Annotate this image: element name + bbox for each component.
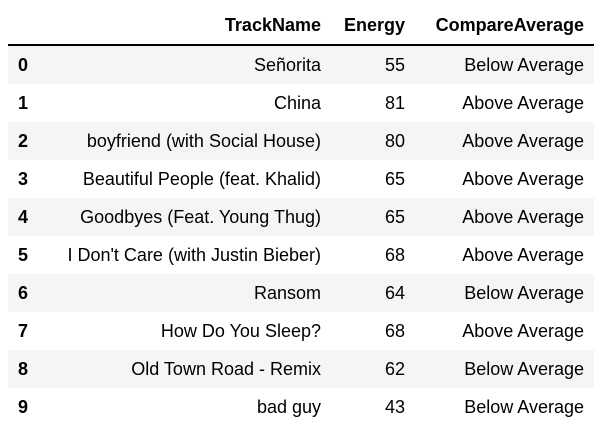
row-index: 7 (18, 320, 29, 341)
cell-trackname: Old Town Road - Remix (131, 358, 321, 379)
header-row: TrackName Energy CompareAverage (8, 6, 594, 46)
cell-compareaverage: Below Average (464, 54, 584, 75)
table-row: 9 bad guy 43 Below Average (8, 388, 594, 426)
cell-compareaverage: Above Average (462, 130, 584, 151)
column-header-trackname: TrackName (48, 6, 331, 46)
table-row: 2 boyfriend (with Social House) 80 Above Av… (8, 122, 594, 160)
cell-energy: 68 (384, 320, 405, 341)
cell-compareaverage: Above Average (462, 320, 584, 341)
cell-trackname: I Don't Care (with Justin Bieber) (67, 244, 321, 265)
cell-trackname: bad guy (256, 396, 321, 417)
row-index: 6 (18, 282, 29, 303)
cell-energy: 55 (384, 54, 405, 75)
table-row: 6 Ransom 64 Below Average (8, 274, 594, 312)
table-row: 0 Señorita 55 Below Average (8, 45, 594, 84)
column-header-compareaverage: CompareAverage (415, 6, 594, 46)
column-header-energy: Energy (331, 6, 415, 46)
table-row: 3 Beautiful People (feat. Khalid) 65 Above … (8, 160, 594, 198)
cell-energy: 62 (384, 358, 405, 379)
cell-trackname: How Do You Sleep? (160, 320, 321, 341)
cell-trackname: Beautiful People (feat. Khalid) (82, 168, 321, 189)
cell-energy: 64 (384, 282, 405, 303)
cell-energy: 65 (384, 168, 405, 189)
table-row: 5 I Don't Care (with Justin Bieber) 68 Abov… (8, 236, 594, 274)
table-row: 8 Old Town Road - Remix 62 Below Average (8, 350, 594, 388)
cell-energy: 68 (384, 244, 405, 265)
cell-trackname: Ransom (253, 282, 321, 303)
cell-trackname: Goodbyes (Feat. Young Thug) (80, 206, 321, 227)
row-index: 1 (18, 92, 29, 113)
cell-compareaverage: Above Average (462, 244, 584, 265)
row-index: 5 (18, 244, 29, 265)
cell-compareaverage: Above Average (462, 206, 584, 227)
row-index: 3 (18, 168, 29, 189)
cell-trackname: China (273, 92, 321, 113)
cell-compareaverage: Below Average (464, 358, 584, 379)
row-index: 4 (18, 206, 29, 227)
cell-energy: 65 (384, 206, 405, 227)
cell-compareaverage: Below Average (464, 396, 584, 417)
table-row: 7 How Do You Sleep? 68 Above Average (8, 312, 594, 350)
table-row: 1 China 81 Above Average (8, 84, 594, 122)
cell-energy: 43 (384, 396, 405, 417)
row-index: 9 (18, 396, 29, 417)
row-index: 8 (18, 358, 29, 379)
cell-compareaverage: Above Average (462, 168, 584, 189)
dataframe-output: TrackName Energy CompareAverage 0 Señorit… (8, 6, 594, 426)
cell-trackname: Señorita (253, 54, 321, 75)
cell-energy: 80 (384, 130, 405, 151)
table-row: 4 Goodbyes (Feat. Young Thug) 65 Above Aver… (8, 198, 594, 236)
table-body: 0 Señorita 55 Below Average 1 China 81 Above Av… (8, 45, 594, 426)
cell-compareaverage: Below Average (464, 282, 584, 303)
cell-trackname: boyfriend (with Social House) (86, 130, 321, 151)
row-index: 0 (18, 54, 29, 75)
table-header: TrackName Energy CompareAverage (8, 6, 594, 46)
cell-energy: 81 (384, 92, 405, 113)
cell-compareaverage: Above Average (462, 92, 584, 113)
dataframe-table: TrackName Energy CompareAverage 0 Señorit… (8, 6, 594, 426)
row-index: 2 (18, 130, 29, 151)
index-header (8, 6, 48, 46)
